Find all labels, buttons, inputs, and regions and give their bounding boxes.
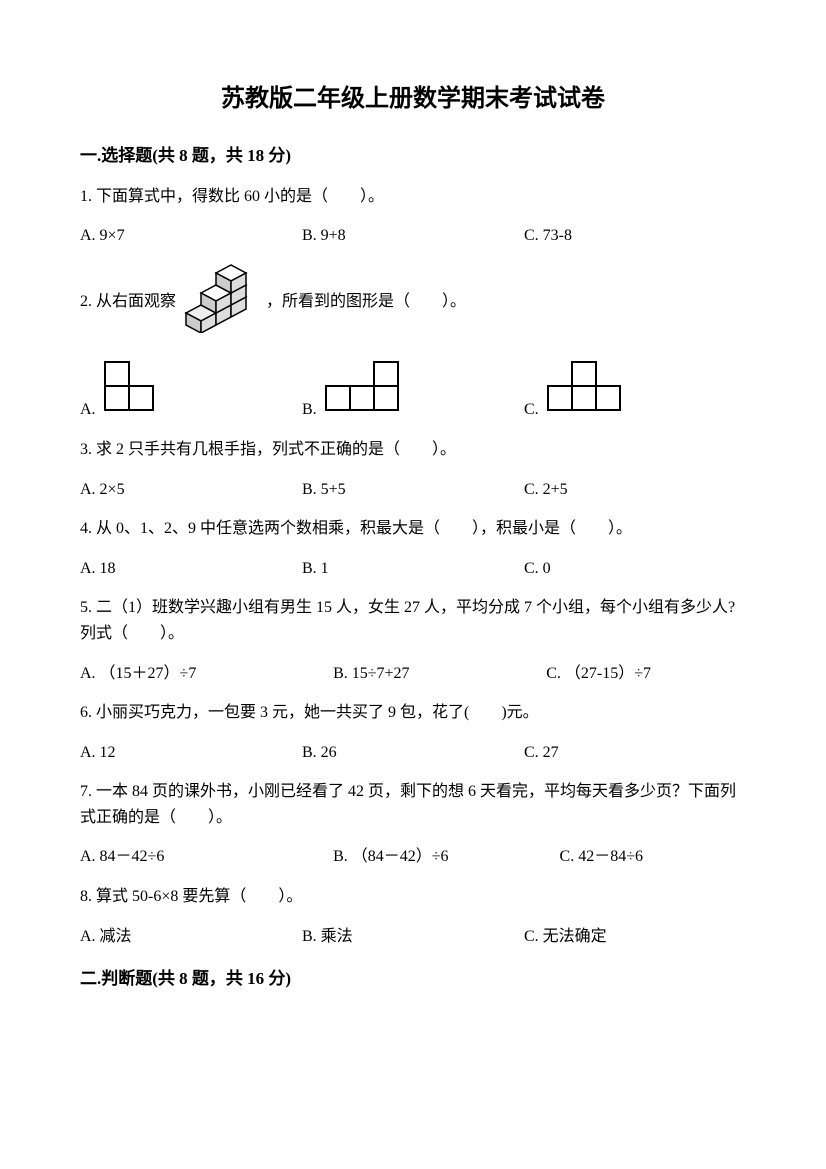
q1-optC: C. 73-8 xyxy=(524,223,746,249)
question-2: 2. 从右面观察 xyxy=(80,263,746,423)
shape-a-icon xyxy=(100,359,180,423)
question-7: 7. 一本 84 页的课外书，小刚已经看了 42 页，剩下的想 6 天看完，平均… xyxy=(80,779,746,870)
q4-optB: B. 1 xyxy=(302,556,524,582)
question-3: 3. 求 2 只手共有几根手指，列式不正确的是（ ）。 A. 2×5 B. 5+… xyxy=(80,437,746,502)
q3-options: A. 2×5 B. 5+5 C. 2+5 xyxy=(80,477,746,503)
q3-optC: C. 2+5 xyxy=(524,477,746,503)
q5-optB: B. 15÷7+27 xyxy=(333,661,546,687)
q3-text: 3. 求 2 只手共有几根手指，列式不正确的是（ ）。 xyxy=(80,437,746,463)
question-5: 5. 二（1）班数学兴趣小组有男生 15 人，女生 27 人，平均分成 7 个小… xyxy=(80,595,746,686)
q2-text: 2. 从右面观察 xyxy=(80,263,746,342)
q5-optC: C. （27-15）÷7 xyxy=(546,661,746,687)
question-4: 4. 从 0、1、2、9 中任意选两个数相乘，积最大是（ ），积最小是（ ）。 … xyxy=(80,516,746,581)
q6-optB: B. 26 xyxy=(302,740,524,766)
q1-optA: A. 9×7 xyxy=(80,223,302,249)
question-1: 1. 下面算式中，得数比 60 小的是（ ）。 A. 9×7 B. 9+8 C.… xyxy=(80,184,746,249)
q2-optB: B. xyxy=(302,359,524,423)
q8-text: 8. 算式 50-6×8 要先算（ ）。 xyxy=(80,884,746,910)
q1-optB: B. 9+8 xyxy=(302,223,524,249)
q8-optA: A. 减法 xyxy=(80,924,302,950)
question-6: 6. 小丽买巧克力，一包要 3 元，她一共买了 9 包，花了( )元。 A. 1… xyxy=(80,700,746,765)
q1-options: A. 9×7 B. 9+8 C. 73-8 xyxy=(80,223,746,249)
q2-optC-label: C. xyxy=(524,397,539,423)
q5-optA: A. （15＋27）÷7 xyxy=(80,661,333,687)
section1-header: 一.选择题(共 8 题，共 18 分) xyxy=(80,142,746,169)
q7-text: 7. 一本 84 页的课外书，小刚已经看了 42 页，剩下的想 6 天看完，平均… xyxy=(80,779,746,830)
q7-optC: C. 42－84÷6 xyxy=(560,844,746,870)
q2-optB-label: B. xyxy=(302,397,317,423)
q7-options: A. 84－42÷6 B. （84－42）÷6 C. 42－84÷6 xyxy=(80,844,746,870)
q2-suffix: ，所看到的图形是（ ）。 xyxy=(266,289,466,315)
q3-optB: B. 5+5 xyxy=(302,477,524,503)
q2-prefix: 2. 从右面观察 xyxy=(80,289,176,315)
q3-optA: A. 2×5 xyxy=(80,477,302,503)
shape-c-icon xyxy=(543,359,643,423)
cube-stack-icon xyxy=(176,263,266,342)
page-title: 苏教版二年级上册数学期末考试试卷 xyxy=(80,80,746,118)
q6-optA: A. 12 xyxy=(80,740,302,766)
q4-optC: C. 0 xyxy=(524,556,746,582)
q7-optA: A. 84－42÷6 xyxy=(80,844,333,870)
q6-options: A. 12 B. 26 C. 27 xyxy=(80,740,746,766)
q8-options: A. 减法 B. 乘法 C. 无法确定 xyxy=(80,924,746,950)
q7-optB: B. （84－42）÷6 xyxy=(333,844,559,870)
q4-options: A. 18 B. 1 C. 0 xyxy=(80,556,746,582)
q2-options: A. B. xyxy=(80,359,746,423)
q4-optA: A. 18 xyxy=(80,556,302,582)
q6-optC: C. 27 xyxy=(524,740,746,766)
shape-b-icon xyxy=(321,359,421,423)
q8-optC: C. 无法确定 xyxy=(524,924,746,950)
q4-text: 4. 从 0、1、2、9 中任意选两个数相乘，积最大是（ ），积最小是（ ）。 xyxy=(80,516,746,542)
question-8: 8. 算式 50-6×8 要先算（ ）。 A. 减法 B. 乘法 C. 无法确定 xyxy=(80,884,746,949)
q2-optA-label: A. xyxy=(80,397,96,423)
q8-optB: B. 乘法 xyxy=(302,924,524,950)
q5-text: 5. 二（1）班数学兴趣小组有男生 15 人，女生 27 人，平均分成 7 个小… xyxy=(80,595,746,646)
q2-optC: C. xyxy=(524,359,746,423)
q6-text: 6. 小丽买巧克力，一包要 3 元，她一共买了 9 包，花了( )元。 xyxy=(80,700,746,726)
q1-text: 1. 下面算式中，得数比 60 小的是（ ）。 xyxy=(80,184,746,210)
section2-header: 二.判断题(共 8 题，共 16 分) xyxy=(80,965,746,992)
q2-optA: A. xyxy=(80,359,302,423)
q5-options: A. （15＋27）÷7 B. 15÷7+27 C. （27-15）÷7 xyxy=(80,661,746,687)
